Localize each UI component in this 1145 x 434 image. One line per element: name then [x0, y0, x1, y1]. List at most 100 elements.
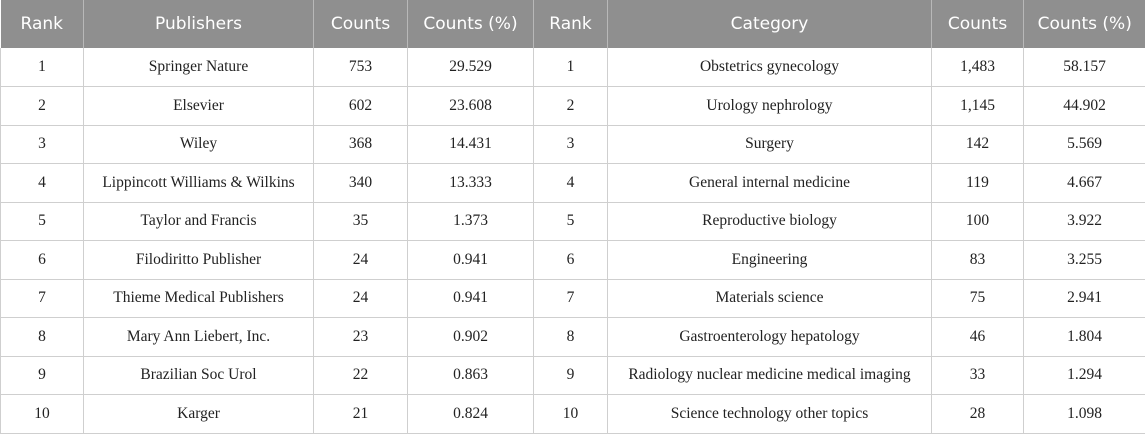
category-percent-cell: 1.294	[1024, 356, 1145, 395]
rank-cell: 5	[1, 202, 84, 241]
header-publisher-counts: Counts	[314, 0, 408, 48]
publisher-cell: Thieme Medical Publishers	[84, 279, 314, 318]
category-rank-cell: 5	[534, 202, 608, 241]
category-percent-cell: 4.667	[1024, 164, 1145, 203]
category-count-cell: 142	[932, 125, 1024, 164]
category-rank-cell: 10	[534, 395, 608, 434]
header-category: Category	[608, 0, 932, 48]
category-cell: Science technology other topics	[608, 395, 932, 434]
publisher-count-cell: 22	[314, 356, 408, 395]
category-cell: Materials science	[608, 279, 932, 318]
category-rank-cell: 7	[534, 279, 608, 318]
category-count-cell: 83	[932, 241, 1024, 280]
rank-cell: 8	[1, 318, 84, 357]
category-cell: Engineering	[608, 241, 932, 280]
publisher-cell: Springer Nature	[84, 48, 314, 87]
header-row: Rank Publishers Counts Counts (%) Rank C…	[1, 0, 1145, 48]
rank-cell: 10	[1, 395, 84, 434]
header-rank: Rank	[1, 0, 84, 48]
publisher-percent-cell: 0.824	[408, 395, 534, 434]
category-cell: Surgery	[608, 125, 932, 164]
category-percent-cell: 2.941	[1024, 279, 1145, 318]
category-count-cell: 100	[932, 202, 1024, 241]
rank-cell: 4	[1, 164, 84, 203]
rank-cell: 1	[1, 48, 84, 87]
publisher-percent-cell: 1.373	[408, 202, 534, 241]
publisher-count-cell: 368	[314, 125, 408, 164]
category-percent-cell: 58.157	[1024, 48, 1145, 87]
publisher-percent-cell: 13.333	[408, 164, 534, 203]
header-category-counts-percent: Counts (%)	[1024, 0, 1145, 48]
header-publishers: Publishers	[84, 0, 314, 48]
publisher-percent-cell: 14.431	[408, 125, 534, 164]
publisher-cell: Lippincott Williams & Wilkins	[84, 164, 314, 203]
category-rank-cell: 3	[534, 125, 608, 164]
publisher-percent-cell: 23.608	[408, 87, 534, 126]
header-category-rank: Rank	[534, 0, 608, 48]
rank-cell: 3	[1, 125, 84, 164]
publisher-count-cell: 753	[314, 48, 408, 87]
rank-cell: 2	[1, 87, 84, 126]
category-rank-cell: 8	[534, 318, 608, 357]
publisher-percent-cell: 0.941	[408, 241, 534, 280]
publisher-cell: Mary Ann Liebert, Inc.	[84, 318, 314, 357]
category-percent-cell: 1.098	[1024, 395, 1145, 434]
publisher-count-cell: 21	[314, 395, 408, 434]
category-percent-cell: 3.922	[1024, 202, 1145, 241]
rank-cell: 7	[1, 279, 84, 318]
publisher-percent-cell: 0.902	[408, 318, 534, 357]
publisher-percent-cell: 0.941	[408, 279, 534, 318]
rank-cell: 9	[1, 356, 84, 395]
publisher-count-cell: 35	[314, 202, 408, 241]
category-cell: Obstetrics gynecology	[608, 48, 932, 87]
category-count-cell: 28	[932, 395, 1024, 434]
header-publisher-counts-percent: Counts (%)	[408, 0, 534, 48]
category-cell: Radiology nuclear medicine medical imagi…	[608, 356, 932, 395]
category-percent-cell: 3.255	[1024, 241, 1145, 280]
publisher-cell: Taylor and Francis	[84, 202, 314, 241]
publisher-cell: Karger	[84, 395, 314, 434]
publisher-count-cell: 602	[314, 87, 408, 126]
category-count-cell: 46	[932, 318, 1024, 357]
publisher-cell: Elsevier	[84, 87, 314, 126]
rank-cell: 6	[1, 241, 84, 280]
publisher-cell: Wiley	[84, 125, 314, 164]
category-rank-cell: 9	[534, 356, 608, 395]
publisher-cell: Filodiritto Publisher	[84, 241, 314, 280]
header-category-counts: Counts	[932, 0, 1024, 48]
category-cell: General internal medicine	[608, 164, 932, 203]
category-rank-cell: 4	[534, 164, 608, 203]
publisher-count-cell: 23	[314, 318, 408, 357]
category-percent-cell: 1.804	[1024, 318, 1145, 357]
category-cell: Urology nephrology	[608, 87, 932, 126]
category-count-cell: 1,145	[932, 87, 1024, 126]
publisher-count-cell: 340	[314, 164, 408, 203]
category-percent-cell: 5.569	[1024, 125, 1145, 164]
publisher-count-cell: 24	[314, 241, 408, 280]
category-count-cell: 1,483	[932, 48, 1024, 87]
publisher-cell: Brazilian Soc Urol	[84, 356, 314, 395]
category-rank-cell: 6	[534, 241, 608, 280]
category-cell: Reproductive biology	[608, 202, 932, 241]
category-count-cell: 119	[932, 164, 1024, 203]
category-rank-cell: 1	[534, 48, 608, 87]
category-cell: Gastroenterology hepatology	[608, 318, 932, 357]
publisher-percent-cell: 29.529	[408, 48, 534, 87]
category-count-cell: 33	[932, 356, 1024, 395]
category-count-cell: 75	[932, 279, 1024, 318]
publisher-percent-cell: 0.863	[408, 356, 534, 395]
category-percent-cell: 44.902	[1024, 87, 1145, 126]
publisher-count-cell: 24	[314, 279, 408, 318]
